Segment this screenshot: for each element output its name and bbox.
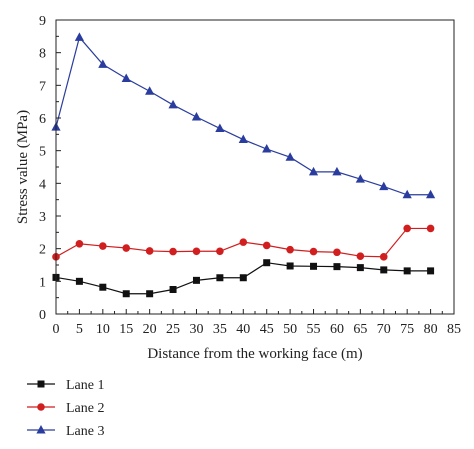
data-point-lane-3 <box>145 86 155 95</box>
x-tick-label: 10 <box>96 322 110 337</box>
data-point-lane-1 <box>216 274 224 282</box>
x-tick-label: 70 <box>377 322 391 337</box>
data-point-lane-3 <box>285 152 295 161</box>
data-point-lane-2 <box>192 247 201 256</box>
x-tick-label: 50 <box>283 322 297 337</box>
x-tick-label: 55 <box>307 322 321 337</box>
data-point-lane-3 <box>262 144 272 153</box>
legend-label-lane-3: Lane 3 <box>66 424 104 439</box>
x-tick-label: 25 <box>166 322 180 337</box>
y-tick-label: 4 <box>39 177 46 192</box>
series-lane-1 <box>52 259 435 298</box>
legend-item-lane-3: Lane 3 <box>27 424 104 439</box>
x-tick-label: 15 <box>119 322 133 337</box>
data-point-lane-1 <box>192 276 200 284</box>
series-lane-3 <box>51 32 436 199</box>
data-point-lane-2 <box>145 247 154 255</box>
data-point-lane-2 <box>239 238 248 246</box>
data-point-lane-2 <box>356 252 365 260</box>
y-tick-label: 6 <box>39 112 46 127</box>
data-point-lane-2 <box>169 247 177 256</box>
x-tick-label: 60 <box>330 322 344 337</box>
data-point-lane-1 <box>169 286 177 293</box>
data-point-lane-3 <box>121 73 131 82</box>
x-tick-label: 80 <box>424 322 438 337</box>
legend-marker-lane-2 <box>37 403 45 411</box>
legend-marker-lane-3 <box>36 425 46 434</box>
data-point-lane-3 <box>425 189 436 199</box>
axes: 0 5 10 15 20 25 30 35 40 45 50 55 60 65 70 75 80 85012345… <box>39 14 461 337</box>
data-point-lane-2 <box>216 247 224 256</box>
data-point-lane-2 <box>75 239 84 248</box>
legend-item-lane-1: Lane 1 <box>27 378 104 393</box>
x-tick-label: 65 <box>353 322 367 337</box>
data-point-lane-3 <box>98 59 108 68</box>
x-tick-label: 35 <box>213 322 227 337</box>
data-point-lane-3 <box>332 166 342 176</box>
data-point-lane-1 <box>239 274 247 282</box>
y-tick-label: 5 <box>39 145 46 160</box>
x-tick-label: 85 <box>447 322 461 337</box>
legend-marker-lane-1 <box>37 380 45 388</box>
x-tick-label: 75 <box>400 322 414 337</box>
data-point-lane-1 <box>146 290 154 298</box>
data-point-lane-1 <box>356 264 364 272</box>
y-tick-label: 2 <box>39 243 46 258</box>
x-axis-title: Distance from the working face (m) <box>147 346 362 362</box>
data-point-lane-1 <box>427 267 435 275</box>
data-point-lane-2 <box>122 244 131 252</box>
data-point-lane-1 <box>263 259 271 267</box>
y-tick-label: 8 <box>39 47 46 62</box>
data-point-lane-1 <box>403 267 411 275</box>
data-point-lane-3 <box>168 99 178 109</box>
x-tick-label: 0 <box>53 322 60 337</box>
y-tick-label: 1 <box>39 275 46 290</box>
x-tick-label: 30 <box>189 322 203 337</box>
series-line-lane-3 <box>55 36 431 196</box>
data-point-lane-1 <box>286 262 294 270</box>
y-tick-label: 0 <box>39 308 46 323</box>
data-point-lane-1 <box>333 263 341 271</box>
data-point-lane-2 <box>262 241 271 250</box>
data-point-lane-2 <box>379 253 388 261</box>
legend-item-lane-2: Lane 2 <box>27 401 104 416</box>
data-point-lane-1 <box>75 277 83 285</box>
y-tick-label: 3 <box>39 210 46 225</box>
legend-label-lane-2: Lane 2 <box>66 401 104 416</box>
data-point-lane-3 <box>191 112 202 121</box>
data-point-lane-3 <box>74 32 85 41</box>
x-tick-label: 20 <box>143 322 157 337</box>
x-tick-label: 5 <box>76 322 83 337</box>
data-point-lane-3 <box>215 123 225 132</box>
data-point-lane-3 <box>308 166 319 176</box>
data-point-lane-2 <box>286 245 294 254</box>
data-point-lane-3 <box>355 174 365 183</box>
data-point-lane-3 <box>379 181 389 191</box>
x-tick-label: 40 <box>236 322 250 337</box>
data-point-lane-3 <box>238 134 248 144</box>
data-point-lane-1 <box>310 262 318 270</box>
legend-label-lane-1: Lane 1 <box>66 378 104 393</box>
data-point-lane-1 <box>380 266 388 274</box>
data-point-lane-1 <box>99 283 107 291</box>
y-tick-label: 7 <box>39 79 46 94</box>
data-point-lane-3 <box>402 189 412 199</box>
data-point-lane-2 <box>99 242 107 250</box>
plot-area <box>51 32 436 298</box>
data-point-lane-2 <box>333 248 341 257</box>
y-axis-title: Stress value (MPa) <box>15 110 31 224</box>
x-tick-label: 45 <box>260 322 274 337</box>
series-lane-2 <box>52 224 435 261</box>
data-point-lane-2 <box>426 224 435 233</box>
data-point-lane-2 <box>309 247 318 256</box>
y-tick-label: 9 <box>39 14 46 29</box>
legend: Lane 1 Lane 2 Lane 3 <box>27 378 104 439</box>
data-point-lane-1 <box>122 290 130 298</box>
data-point-lane-2 <box>403 224 411 233</box>
